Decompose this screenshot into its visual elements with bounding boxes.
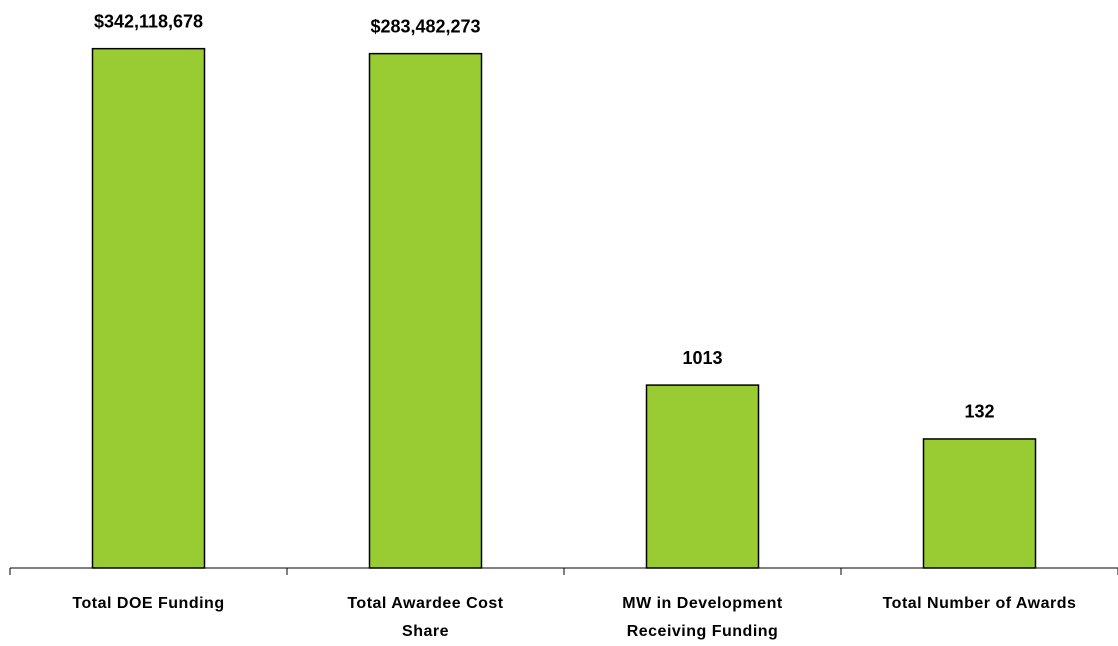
x-tick-label: MW in Development Receiving Funding: [603, 590, 803, 646]
x-tick-label: Total DOE Funding: [9, 590, 289, 618]
bar: [370, 54, 482, 568]
bar: [647, 385, 759, 568]
x-tick-label: Total Number of Awards: [840, 590, 1118, 618]
x-tick-label: Total Awardee Cost Share: [326, 590, 526, 646]
bar: [924, 439, 1036, 568]
value-label: $342,118,678: [94, 11, 203, 31]
value-label: 1013: [682, 348, 722, 368]
value-label: $283,482,273: [370, 16, 480, 36]
value-label: 132: [964, 402, 994, 422]
bar: [93, 49, 205, 568]
